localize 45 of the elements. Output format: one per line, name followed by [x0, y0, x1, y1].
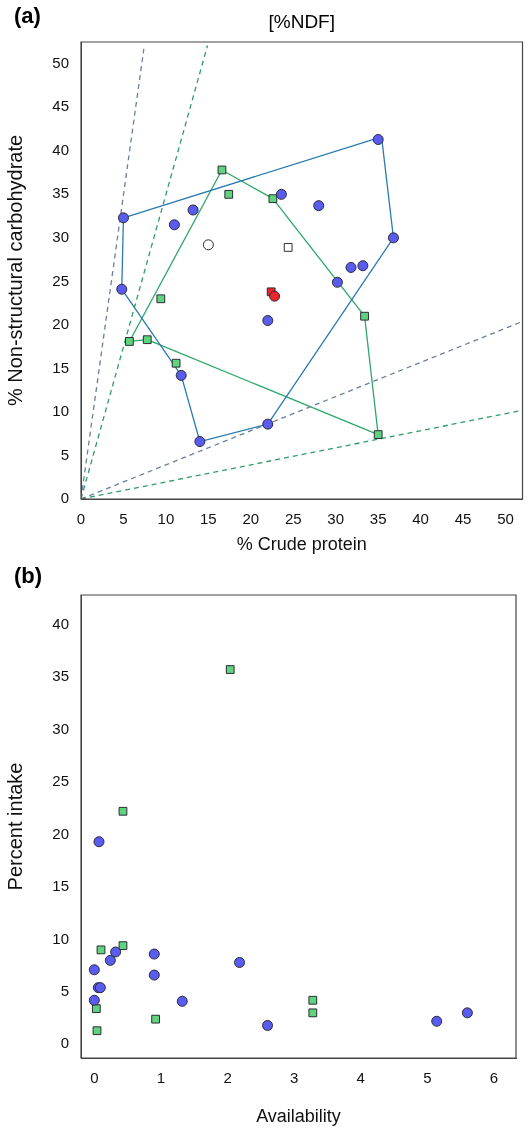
y-tick-label: 15	[52, 358, 69, 376]
x-tick-label: 3	[290, 1069, 299, 1087]
x-axis-title: % Crude protein	[236, 534, 367, 555]
y-axis-title: Percent intake	[3, 762, 26, 891]
y-axis-title: % Non-structural carbohydrate	[3, 134, 26, 407]
y-tick-label: 10	[52, 929, 69, 947]
x-tick-label: 5	[423, 1069, 432, 1087]
x-tick-label: 15	[200, 510, 217, 528]
y-tick-label: 50	[52, 53, 69, 71]
x-axis-title: Availability	[256, 1106, 341, 1127]
y-tick-label: 40	[52, 140, 69, 158]
y-tick-label: 10	[52, 402, 69, 420]
y-tick-label: 45	[52, 97, 69, 115]
y-tick-label: 30	[52, 719, 69, 737]
x-tick-label: 40	[412, 510, 429, 528]
x-tick-label: 10	[157, 510, 175, 528]
y-tick-label: 15	[52, 877, 69, 895]
y-tick-label: 35	[52, 184, 69, 202]
y-tick-label: 35	[52, 667, 69, 685]
y-tick-label: 20	[52, 315, 69, 333]
y-tick-label: 40	[52, 614, 69, 632]
y-tick-label: 5	[60, 445, 69, 463]
x-tick-label: 2	[223, 1069, 232, 1087]
y-tick-label: 20	[52, 824, 69, 842]
x-tick-label: 1	[156, 1069, 166, 1087]
y-tick-label: 0	[60, 1034, 69, 1052]
y-tick-label: 25	[52, 271, 69, 289]
x-tick-label: 0	[90, 1069, 99, 1087]
x-tick-label: 20	[242, 510, 260, 528]
x-tick-label: 45	[454, 510, 472, 528]
x-tick-label: 6	[489, 1069, 499, 1087]
x-tick-label: 35	[369, 510, 387, 528]
x-tick-label: 30	[327, 510, 345, 528]
x-tick-label: 0	[76, 510, 86, 528]
x-tick-label: 4	[356, 1069, 365, 1087]
text: (b)	[14, 563, 43, 589]
text: (a)	[14, 3, 41, 29]
x-tick-label: 5	[119, 510, 128, 528]
y-tick-label: 30	[52, 228, 69, 245]
x-tick-label: 25	[284, 510, 302, 528]
x-tick-label: 50	[497, 510, 514, 528]
chart-title: [%NDF]	[268, 10, 335, 32]
y-tick-label: 25	[52, 772, 69, 790]
y-tick-label: 0	[60, 489, 69, 507]
y-tick-label: 5	[60, 982, 69, 999]
